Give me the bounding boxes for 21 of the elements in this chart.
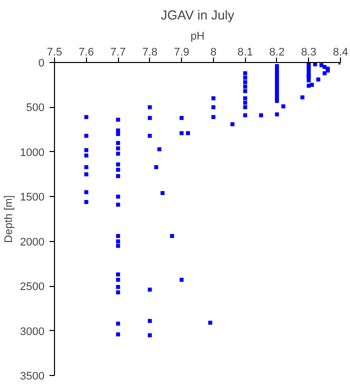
y-tick-label: 1500 bbox=[20, 192, 45, 204]
y-tick-label: 1000 bbox=[20, 146, 45, 159]
y-tick-label: 3500 bbox=[20, 370, 45, 382]
chart-title: JGAV in July bbox=[160, 8, 235, 22]
y-tick-label: 0 bbox=[38, 58, 45, 70]
x-tick-label: 7.9 bbox=[174, 46, 190, 58]
x-tick-label: 7.7 bbox=[110, 46, 126, 58]
y-tick-label: 500 bbox=[26, 102, 45, 114]
y-tick-label: 2500 bbox=[20, 281, 45, 294]
x-tick-label: 7.5 bbox=[46, 46, 62, 58]
x-tick-label: 7.6 bbox=[78, 46, 94, 58]
y-tick-label: 2000 bbox=[20, 236, 45, 248]
x-tick-label: 7.8 bbox=[142, 46, 158, 58]
x-tick-label: 8 bbox=[210, 46, 216, 58]
x-tick-label: 8.4 bbox=[332, 46, 348, 58]
y-axis-title: Depth [m] bbox=[3, 195, 16, 243]
x-tick-label: 8.2 bbox=[269, 46, 285, 58]
x-tick-label: 8.1 bbox=[238, 46, 253, 58]
x-tick-label: 8.3 bbox=[301, 46, 316, 58]
y-tick-label: 3000 bbox=[20, 326, 45, 338]
x-axis-title: pH bbox=[190, 30, 205, 42]
